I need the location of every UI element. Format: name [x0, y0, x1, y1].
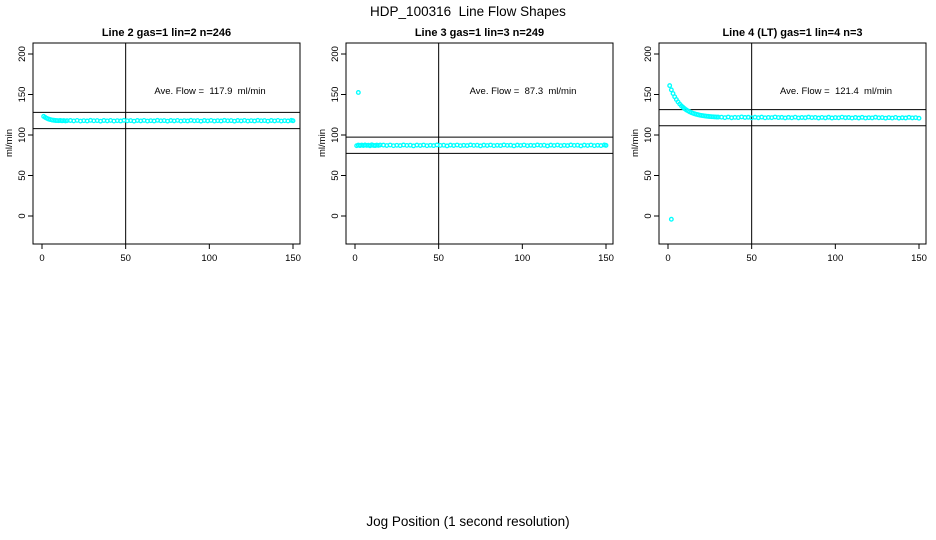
plot-area-line3: 0 50 100 150 0 50 100 150 200	[330, 42, 614, 264]
svg-text:50: 50	[643, 170, 654, 181]
y-axis-label-line3: ml/min	[317, 129, 328, 157]
svg-text:150: 150	[911, 253, 927, 264]
panel-title-line4: Line 4 (LT) gas=1 lin=4 n=3	[722, 27, 863, 39]
svg-text:50: 50	[330, 170, 341, 181]
svg-text:0: 0	[352, 253, 357, 264]
plot-area-line2: 0 50 100 150 0 50 100 150 200	[17, 42, 301, 264]
ave-flow-annotation-line3: Ave. Flow = 87.3 ml/min	[469, 86, 577, 97]
svg-text:150: 150	[643, 87, 654, 103]
svg-text:100: 100	[643, 127, 654, 143]
y-axis-label-line2: ml/min	[4, 129, 15, 157]
svg-text:0: 0	[643, 213, 654, 218]
svg-text:100: 100	[201, 253, 217, 264]
svg-text:100: 100	[17, 127, 28, 143]
ave-flow-annotation-line2: Ave. Flow = 117.9 ml/min	[154, 86, 266, 97]
svg-text:0: 0	[39, 253, 44, 264]
panel-title-line2: Line 2 gas=1 lin=2 n=246	[101, 27, 232, 39]
panel-line4: 0 50 100 150 0 50 100 150 200 Line 4 (LT) gas=1 …	[626, 0, 936, 270]
shared-x-axis-label: Jog Position (1 second resolution)	[366, 514, 570, 529]
svg-text:200: 200	[643, 46, 654, 62]
svg-text:50: 50	[433, 253, 444, 264]
svg-text:0: 0	[330, 213, 341, 218]
svg-text:200: 200	[330, 46, 341, 62]
panel-line3: 0 50 100 150 0 50 100 150 200 Line 3 gas=1 lin=3…	[313, 0, 623, 270]
panel-line2: 0 50 100 150 0 50 100 150 200 Line 2 gas=1 lin=2…	[0, 0, 310, 270]
panel-title-line3: Line 3 gas=1 lin=3 n=249	[414, 27, 545, 39]
svg-text:100: 100	[514, 253, 530, 264]
svg-text:50: 50	[17, 170, 28, 181]
svg-text:50: 50	[120, 253, 131, 264]
svg-text:150: 150	[598, 253, 614, 264]
figure-title: HDP_100316 Line Flow Shapes	[370, 4, 566, 19]
svg-text:100: 100	[330, 127, 341, 143]
svg-text:0: 0	[17, 213, 28, 218]
plot-area-line4: 0 50 100 150 0 50 100 150 200	[643, 42, 927, 264]
ave-flow-annotation-line4: Ave. Flow = 121.4 ml/min	[779, 86, 893, 97]
svg-text:150: 150	[285, 253, 301, 264]
svg-text:50: 50	[746, 253, 757, 264]
y-axis-label-line4: ml/min	[630, 129, 641, 157]
svg-text:100: 100	[827, 253, 843, 264]
svg-text:0: 0	[665, 253, 670, 264]
svg-text:150: 150	[330, 87, 341, 103]
svg-text:150: 150	[17, 87, 28, 103]
svg-text:200: 200	[17, 46, 28, 62]
